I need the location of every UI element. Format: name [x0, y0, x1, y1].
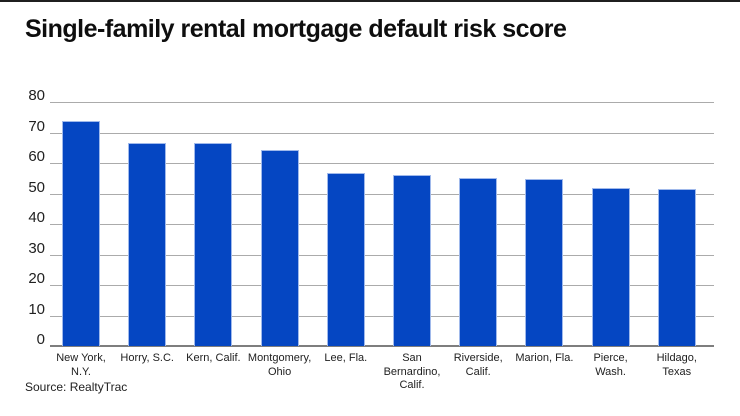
y-tick-label-50: 50 [28, 178, 45, 196]
y-tick-label-10: 10 [28, 300, 45, 318]
bar-4 [260, 150, 299, 346]
y-tick-label-30: 30 [28, 239, 45, 257]
x-axis-label-line: New York, [56, 352, 106, 364]
bar-1 [62, 121, 100, 346]
gridline-70 [50, 132, 714, 134]
x-axis-label-10: Hildago, Texas [635, 352, 719, 379]
x-axis-label-2: Horry, S.C. [105, 352, 189, 366]
source-note: Source: RealtyTrac [25, 380, 128, 394]
x-axis-label-line: San [402, 352, 422, 364]
x-axis-label-9: Pierce, Wash. [569, 352, 653, 379]
x-axis-label-line: Wash. [595, 365, 626, 378]
x-axis-label-1: New York, N.Y. [39, 352, 123, 379]
x-axis-label-8: Marion, Fla. [502, 352, 586, 366]
y-tick-label-40: 40 [28, 209, 45, 226]
x-axis-label-4: Montgomery, Ohio [238, 352, 322, 379]
x-axis-label-line: Pierce, [593, 352, 628, 364]
x-axis-label-line: Ohio [267, 365, 292, 378]
y-tick-label-20: 20 [28, 270, 45, 287]
gridline-40 [50, 224, 714, 225]
top-border [0, 0, 740, 2]
gridline-60 [50, 163, 714, 164]
y-tick-label-60: 60 [28, 148, 45, 165]
bar-10 [657, 188, 696, 346]
x-axis-label-line: Hildago, [656, 352, 697, 364]
x-axis-label-line: Bernardino, [383, 365, 441, 378]
x-axis-label-line: Texas [662, 365, 692, 378]
y-tick-label-70: 70 [28, 117, 45, 135]
gridline-20 [50, 285, 714, 286]
x-axis-label-line: Calif. [465, 365, 491, 378]
bar-2 [128, 142, 167, 346]
x-axis-label-line: Horry, S.C. [120, 352, 174, 364]
bar-6 [393, 175, 431, 346]
gridline-10 [50, 315, 714, 317]
bar-8 [525, 179, 564, 346]
x-axis-label-line: Riverside, [453, 352, 503, 364]
gridline-50 [50, 193, 714, 195]
x-axis-label-line: N.Y. [71, 365, 91, 378]
gridline-80 [50, 102, 714, 103]
x-axis-label-line: Montgomery, [247, 352, 312, 364]
bar-7 [459, 177, 498, 346]
x-axis-line [50, 345, 714, 347]
bar-9 [591, 187, 630, 346]
x-axis-label-line: Calif. [399, 379, 425, 391]
x-axis-label-5: Lee, Fla. [304, 352, 388, 366]
x-axis-label-line: Lee, Fla. [324, 352, 368, 364]
bar-3 [194, 143, 233, 346]
x-axis-label-line: Marion, Fla. [515, 352, 574, 364]
chart-title: Single-family rental mortgage default ri… [25, 15, 567, 43]
y-tick-label-0: 0 [36, 331, 45, 348]
x-axis-label-3: Kern, Calif. [171, 352, 255, 366]
x-axis-label-line: Kern, Calif. [186, 352, 241, 364]
x-axis-label-6: San Bernardino, Calif. [370, 352, 454, 393]
bar-5 [326, 173, 365, 346]
y-tick-label-80: 80 [28, 87, 45, 104]
gridline-30 [50, 254, 714, 256]
x-axis-label-7: Riverside, Calif. [436, 352, 520, 379]
